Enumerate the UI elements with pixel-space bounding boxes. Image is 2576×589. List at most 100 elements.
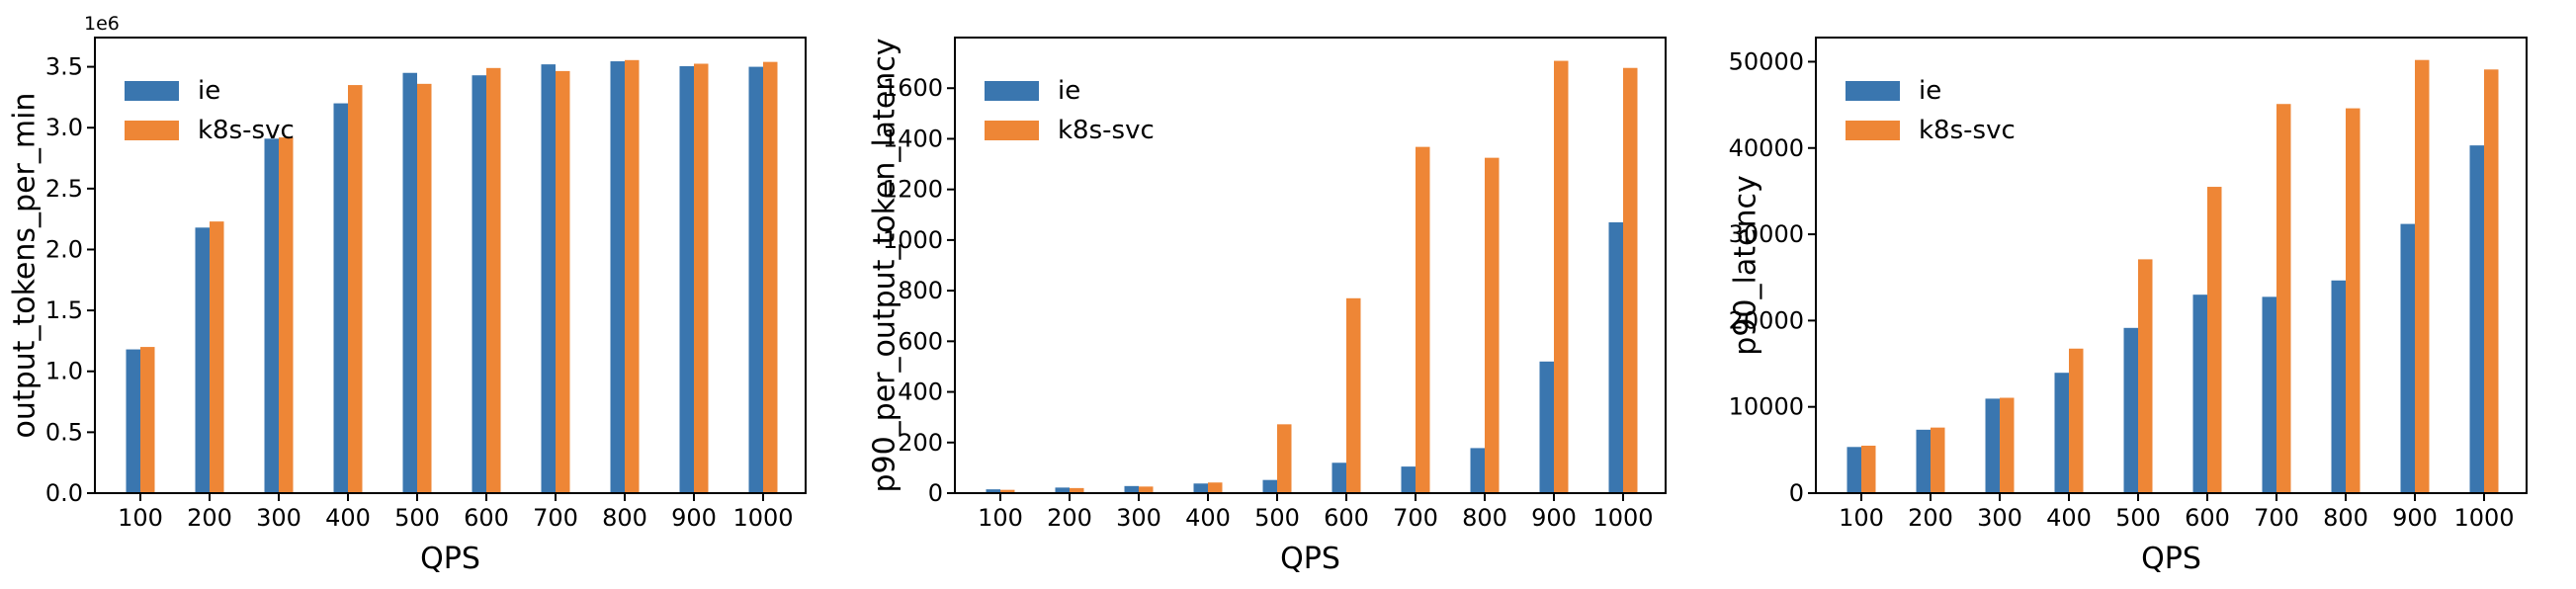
- bar-ie-700: [2262, 296, 2276, 492]
- legend-label-k8s-svc: k8s-svc: [1058, 116, 1155, 145]
- bar-k8s-svc-500: [417, 83, 432, 492]
- y-tick-label: 1400: [883, 125, 943, 152]
- axis-offset-label: 1e6: [84, 13, 120, 35]
- bar-ie-100: [1846, 447, 1861, 492]
- x-tick-label: 700: [533, 504, 578, 532]
- x-tick-label: 800: [2323, 504, 2368, 532]
- x-tick-label: 300: [256, 504, 301, 532]
- bar-ie-400: [1193, 483, 1208, 492]
- x-axis-label: QPS: [2141, 542, 2201, 576]
- bar-k8s-svc-300: [2000, 397, 2015, 492]
- bar-ie-600: [1331, 463, 1346, 492]
- bar-ie-600: [2192, 294, 2207, 492]
- x-tick-label: 400: [2046, 504, 2092, 532]
- y-tick-label: 2.0: [45, 235, 83, 263]
- legend-swatch-k8s-svc: [125, 121, 179, 140]
- bar-k8s-svc-400: [1208, 482, 1223, 492]
- bar-k8s-svc-600: [1346, 297, 1361, 492]
- x-tick-label: 900: [671, 504, 717, 532]
- subplot-p90_latency: 0 10000 20000 30000 40000 50000 100 200 300 400 50…: [1729, 37, 2528, 576]
- y-tick-label: 800: [898, 277, 943, 304]
- legend: ie k8s-svc: [125, 76, 295, 145]
- bar-k8s-svc-100: [140, 347, 155, 492]
- legend-label-ie: ie: [1919, 76, 1941, 106]
- legend-swatch-ie: [985, 81, 1039, 101]
- bar-ie-800: [2331, 280, 2346, 492]
- x-tick-label: 200: [187, 504, 232, 532]
- bar-ie-700: [1401, 466, 1416, 492]
- legend-label-ie: ie: [1058, 76, 1080, 106]
- bar-k8s-svc-1000: [763, 61, 778, 492]
- x-tick-label: 500: [2115, 504, 2161, 532]
- bar-ie-800: [1470, 448, 1485, 492]
- bar-ie-500: [402, 72, 417, 493]
- axes-spines: [94, 37, 807, 494]
- bar-k8s-svc-600: [2207, 187, 2222, 492]
- y-tick-label: 0: [928, 479, 943, 507]
- x-tick-label: 100: [118, 504, 163, 532]
- bar-k8s-svc-900: [2415, 59, 2430, 493]
- y-tick-label: 1000: [883, 226, 943, 254]
- x-tick-label: 500: [394, 504, 440, 532]
- y-tick-label: 0.0: [45, 479, 83, 507]
- y-tick-label: 200: [898, 429, 943, 457]
- x-tick-label: 700: [1393, 504, 1438, 532]
- bar-k8s-svc-100: [1000, 489, 1015, 492]
- x-tick-label: 200: [1908, 504, 1953, 532]
- bar-k8s-svc-100: [1861, 445, 1876, 492]
- bar-ie-100: [986, 489, 1000, 492]
- bar-k8s-svc-700: [2276, 104, 2291, 493]
- legend-label-k8s-svc: k8s-svc: [198, 116, 295, 145]
- y-tick-label: 400: [898, 379, 943, 406]
- y-tick-label: 1200: [883, 176, 943, 204]
- y-tick-label: 50000: [1729, 47, 1804, 75]
- bar-ie-700: [541, 64, 556, 492]
- y-axis-label: p90_latency: [1729, 175, 1763, 355]
- bar-k8s-svc-1000: [2484, 69, 2499, 492]
- x-tick-label: 600: [464, 504, 509, 532]
- bar-ie-500: [2123, 327, 2138, 492]
- bar-ie-400: [333, 103, 348, 493]
- bar-k8s-svc-700: [1416, 146, 1430, 492]
- y-tick-label: 3.0: [45, 114, 83, 141]
- y-tick-label: 600: [898, 327, 943, 355]
- bar-ie-900: [2400, 223, 2415, 492]
- legend-label-ie: ie: [198, 76, 220, 106]
- x-tick-label: 200: [1047, 504, 1092, 532]
- y-axis-label: p90_per_output_token_latency: [868, 38, 902, 492]
- x-tick-label: 1000: [1592, 504, 1653, 532]
- bar-k8s-svc-200: [1070, 487, 1084, 492]
- bar-k8s-svc-300: [279, 137, 294, 492]
- bar-k8s-svc-200: [210, 221, 224, 492]
- bar-ie-600: [472, 75, 486, 492]
- legend-label-k8s-svc: k8s-svc: [1919, 116, 2016, 145]
- bar-k8s-svc-400: [2069, 348, 2084, 492]
- y-tick-label: 3.5: [45, 53, 83, 81]
- y-tick-label: 2.5: [45, 175, 83, 203]
- y-tick-label: 1.0: [45, 358, 83, 385]
- bar-k8s-svc-500: [2138, 259, 2153, 492]
- x-tick-label: 800: [602, 504, 647, 532]
- legend-swatch-k8s-svc: [985, 121, 1039, 140]
- y-tick-label: 0.5: [45, 418, 83, 446]
- y-tick-label: 1600: [883, 74, 943, 102]
- bar-k8s-svc-300: [1139, 486, 1154, 492]
- bar-ie-100: [126, 349, 140, 492]
- legend-swatch-ie: [1846, 81, 1900, 101]
- x-tick-label: 600: [1324, 504, 1369, 532]
- bar-ie-1000: [1608, 221, 1623, 492]
- legend: ie k8s-svc: [1846, 76, 2016, 145]
- subplot-p90_per_output_token_latency: 0 200 400 600 800 1000 1200 1400 1600 100 200 300 40…: [868, 37, 1667, 576]
- x-tick-label: 500: [1254, 504, 1300, 532]
- bar-ie-300: [1124, 485, 1139, 492]
- x-tick-label: 400: [325, 504, 371, 532]
- bar-k8s-svc-800: [1485, 157, 1500, 492]
- x-tick-label: 300: [1977, 504, 2022, 532]
- y-tick-label: 20000: [1729, 306, 1804, 334]
- bar-ie-1000: [748, 66, 763, 492]
- legend-swatch-k8s-svc: [1846, 121, 1900, 140]
- bar-ie-800: [610, 61, 625, 492]
- bar-ie-200: [1055, 487, 1070, 492]
